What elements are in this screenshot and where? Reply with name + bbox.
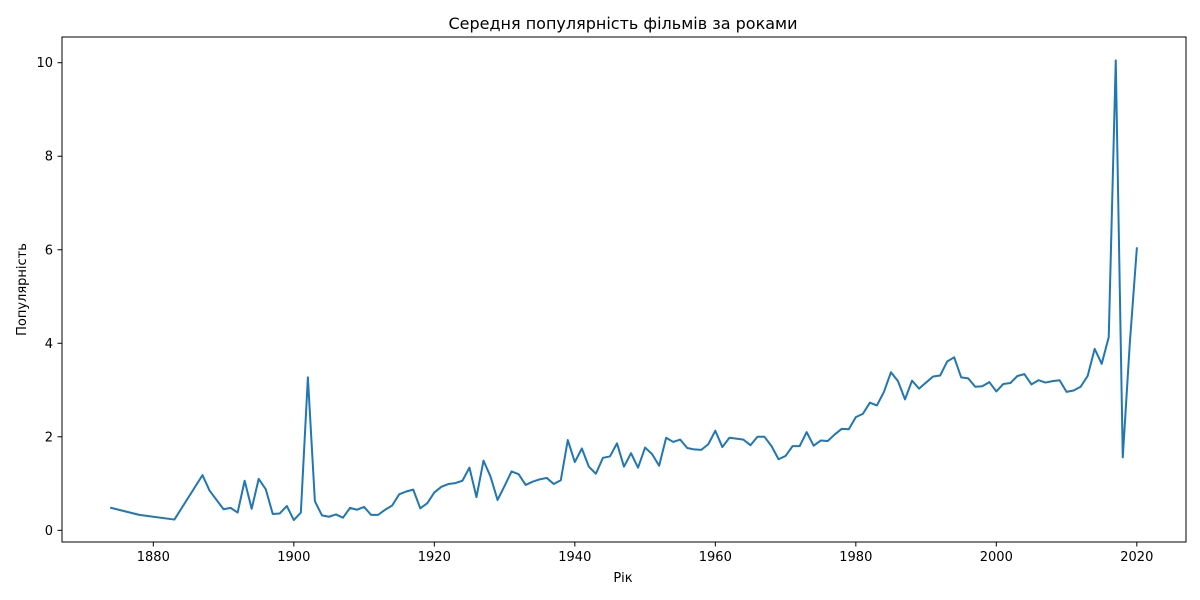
x-tick-label: 1980 — [839, 550, 872, 565]
y-tick-label: 0 — [45, 524, 53, 539]
x-tick-label: 1880 — [137, 550, 170, 565]
y-tick-label: 2 — [45, 430, 53, 445]
y-axis: 0 2 4 6 8 10 — [36, 56, 62, 539]
x-axis: 1880 1900 1920 1940 1960 1980 2000 2020 — [137, 542, 1153, 565]
y-tick-label: 8 — [45, 150, 53, 165]
series-line — [109, 59, 1138, 522]
y-tick-label: 10 — [36, 56, 53, 71]
y-tick-label: 6 — [45, 243, 53, 258]
chart-title: Середня популярність фільмів за роками — [448, 14, 797, 33]
y-axis-label: Популярність — [15, 243, 30, 336]
x-axis-label: Рік — [613, 571, 632, 586]
x-tick-label: 1940 — [558, 550, 591, 565]
plot-frame — [61, 36, 1187, 543]
x-tick-label: 2020 — [1120, 550, 1153, 565]
y-tick-label: 4 — [45, 337, 53, 352]
plot-area — [109, 59, 1138, 522]
x-tick-label: 1900 — [277, 550, 310, 565]
x-tick-label: 1960 — [699, 550, 732, 565]
x-tick-label: 1920 — [418, 550, 451, 565]
x-tick-label: 2000 — [980, 550, 1013, 565]
